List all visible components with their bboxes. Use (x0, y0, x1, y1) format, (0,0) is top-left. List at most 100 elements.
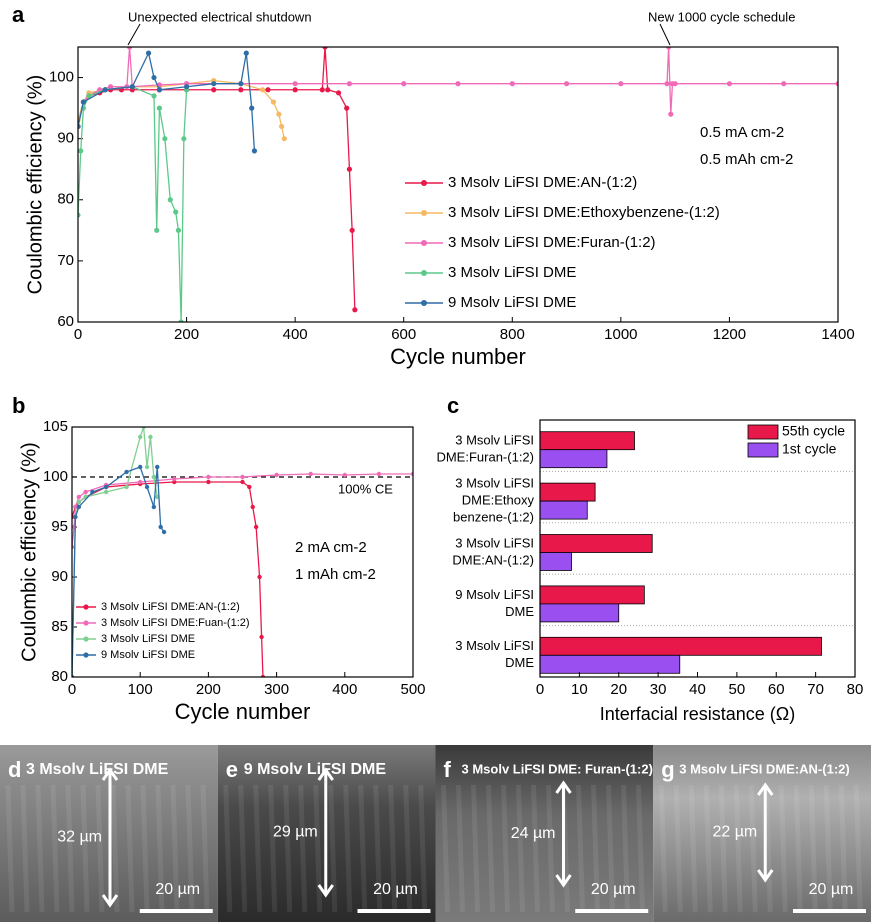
data-point (211, 87, 217, 93)
texture (358, 784, 368, 913)
data-point (319, 87, 325, 93)
legend-marker (83, 652, 89, 658)
category-label: DME:Furan-(1:2) (436, 450, 534, 465)
bar (539, 603, 620, 623)
texture (703, 784, 713, 913)
data-point (103, 489, 109, 495)
texture (441, 784, 450, 913)
data-point (257, 574, 262, 580)
legend-label: 3 Msolv LiFSI DME (101, 633, 195, 645)
bar (539, 449, 608, 469)
category-label: 3 Msolv LiFSI (455, 638, 534, 653)
texture (155, 784, 165, 913)
thickness-label: 29 µm (273, 824, 318, 841)
annotation: Unexpected electrical shutdown (128, 9, 312, 24)
data-point (352, 307, 358, 313)
data-point (144, 484, 150, 490)
data-point (274, 472, 279, 478)
annotation: 0.5 mA cm-2 (700, 124, 784, 141)
plot-frame (71, 426, 414, 678)
texture (313, 784, 323, 913)
texture (418, 784, 428, 913)
data-point (835, 81, 838, 87)
data-point (509, 81, 515, 87)
data-point (90, 489, 95, 495)
legend-label: 3 Msolv LiFSI DME:Furan-(1:2) (448, 234, 656, 251)
x-tick-label: 70 (807, 681, 824, 698)
data-point (151, 74, 157, 81)
data-point (240, 479, 245, 485)
data-point (78, 212, 81, 218)
data-point (206, 479, 211, 485)
data-point (126, 47, 133, 50)
plot: 0 200 400 600 800 1000 1200 1400 60 70 80 90 100 Cycl… (12, 2, 855, 369)
legend-marker (421, 270, 427, 276)
y-tick-label: 85 (51, 618, 68, 635)
data-point (73, 514, 78, 520)
panel-label: a (12, 2, 25, 27)
data-point (76, 494, 82, 500)
data-point (138, 434, 143, 440)
data-point (292, 81, 298, 87)
category-label: DME (505, 604, 534, 619)
data-point (83, 489, 88, 495)
texture (298, 784, 308, 913)
x-tick-label: 0 (74, 326, 82, 343)
texture (20, 784, 30, 913)
legend-label: 1st cycle (782, 441, 837, 457)
legend-swatch (747, 424, 779, 440)
legend-marker (83, 604, 89, 610)
y-tick-label: 95 (51, 518, 68, 535)
legend-marker (421, 210, 427, 216)
category-label: DME:AN-(1:2) (452, 552, 534, 567)
data-point (211, 81, 217, 87)
x-tick-label: 0 (536, 681, 544, 698)
texture (456, 784, 465, 913)
data-point (265, 87, 271, 93)
data-point (666, 47, 672, 50)
data-point (276, 111, 282, 117)
bar (539, 585, 645, 605)
bar (539, 482, 596, 502)
texture (516, 784, 525, 913)
data-point (781, 81, 787, 87)
category-label: DME (505, 655, 534, 670)
texture (65, 784, 75, 913)
bar (539, 636, 822, 656)
data-point (401, 81, 407, 87)
texture (471, 784, 480, 913)
annotation: 1 mAh cm-2 (295, 566, 376, 583)
category-label: 3 Msolv LiFSI (455, 476, 534, 491)
bar (539, 534, 653, 553)
data-point (325, 87, 331, 93)
data-point (618, 81, 624, 87)
x-tick-label: 0 (68, 681, 76, 698)
texture (268, 784, 278, 913)
data-point (342, 472, 347, 478)
panel-label: c (447, 393, 459, 418)
texture (328, 784, 338, 913)
data-point (259, 87, 266, 93)
texture (140, 784, 150, 913)
legend-marker (83, 636, 89, 642)
data-point (240, 474, 245, 480)
scale-label: 20 µm (155, 881, 200, 898)
texture (658, 784, 668, 913)
data-point (250, 504, 255, 510)
x-tick-label: 1200 (713, 326, 746, 343)
series-line (78, 47, 838, 127)
x-tick-label: 800 (500, 326, 525, 343)
data-point (259, 634, 264, 640)
data-point (726, 81, 733, 87)
scale-label: 20 µm (591, 881, 636, 898)
data-point (270, 99, 277, 105)
data-point (206, 474, 211, 480)
x-tick-label: 50 (729, 681, 746, 698)
data-point (151, 93, 157, 99)
data-point (80, 99, 87, 105)
texture (50, 784, 60, 913)
texture (185, 784, 195, 913)
x-tick-label: 500 (400, 681, 425, 698)
bar (539, 431, 635, 451)
texture (688, 784, 698, 913)
